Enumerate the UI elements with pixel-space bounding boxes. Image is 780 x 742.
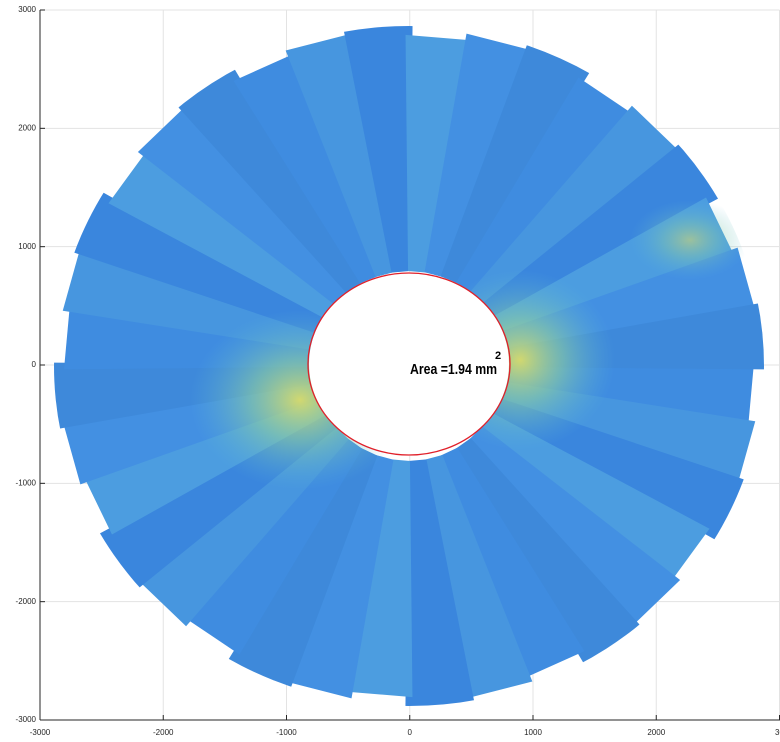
sector	[184, 438, 363, 655]
sector	[469, 105, 681, 306]
sector	[455, 77, 634, 294]
x-tick-label: 2000	[647, 728, 665, 737]
warm-zone	[630, 200, 750, 280]
sector	[424, 454, 533, 699]
annotation-superscript: 2	[495, 350, 501, 362]
y-tick-label: 0	[32, 360, 37, 369]
x-tick-label: 0	[408, 728, 413, 737]
sector	[108, 150, 337, 320]
sector	[227, 447, 378, 690]
ring	[54, 26, 764, 706]
sector	[424, 33, 533, 278]
sector	[137, 105, 349, 306]
x-tick-label: -3000	[30, 728, 51, 737]
sector	[405, 459, 475, 706]
y-tick-label: 3000	[18, 5, 36, 14]
sector	[72, 191, 328, 335]
y-tick-label: -2000	[16, 597, 37, 606]
sector	[285, 454, 394, 699]
x-tick-label: -1000	[276, 728, 297, 737]
x-tick-label: -2000	[153, 728, 174, 737]
y-tick-label: 2000	[18, 123, 36, 132]
sector	[469, 426, 681, 627]
sector	[285, 33, 394, 278]
sector	[233, 53, 378, 285]
sector	[345, 459, 413, 698]
y-tick-label: 1000	[18, 242, 36, 251]
annotation: Area =1.94 mm	[410, 361, 497, 377]
hole	[309, 272, 509, 456]
x-tick-label: 1000	[524, 728, 542, 737]
x-tick-label: 30	[775, 728, 780, 737]
sector	[440, 447, 585, 679]
y-tick-label: -3000	[16, 715, 37, 724]
sector	[343, 26, 413, 273]
y-tick-label: -1000	[16, 478, 37, 487]
fit-circle	[307, 272, 511, 456]
sector	[176, 67, 363, 294]
sector	[455, 438, 642, 665]
sector	[481, 412, 710, 582]
sector	[440, 42, 591, 285]
sector	[405, 34, 473, 273]
